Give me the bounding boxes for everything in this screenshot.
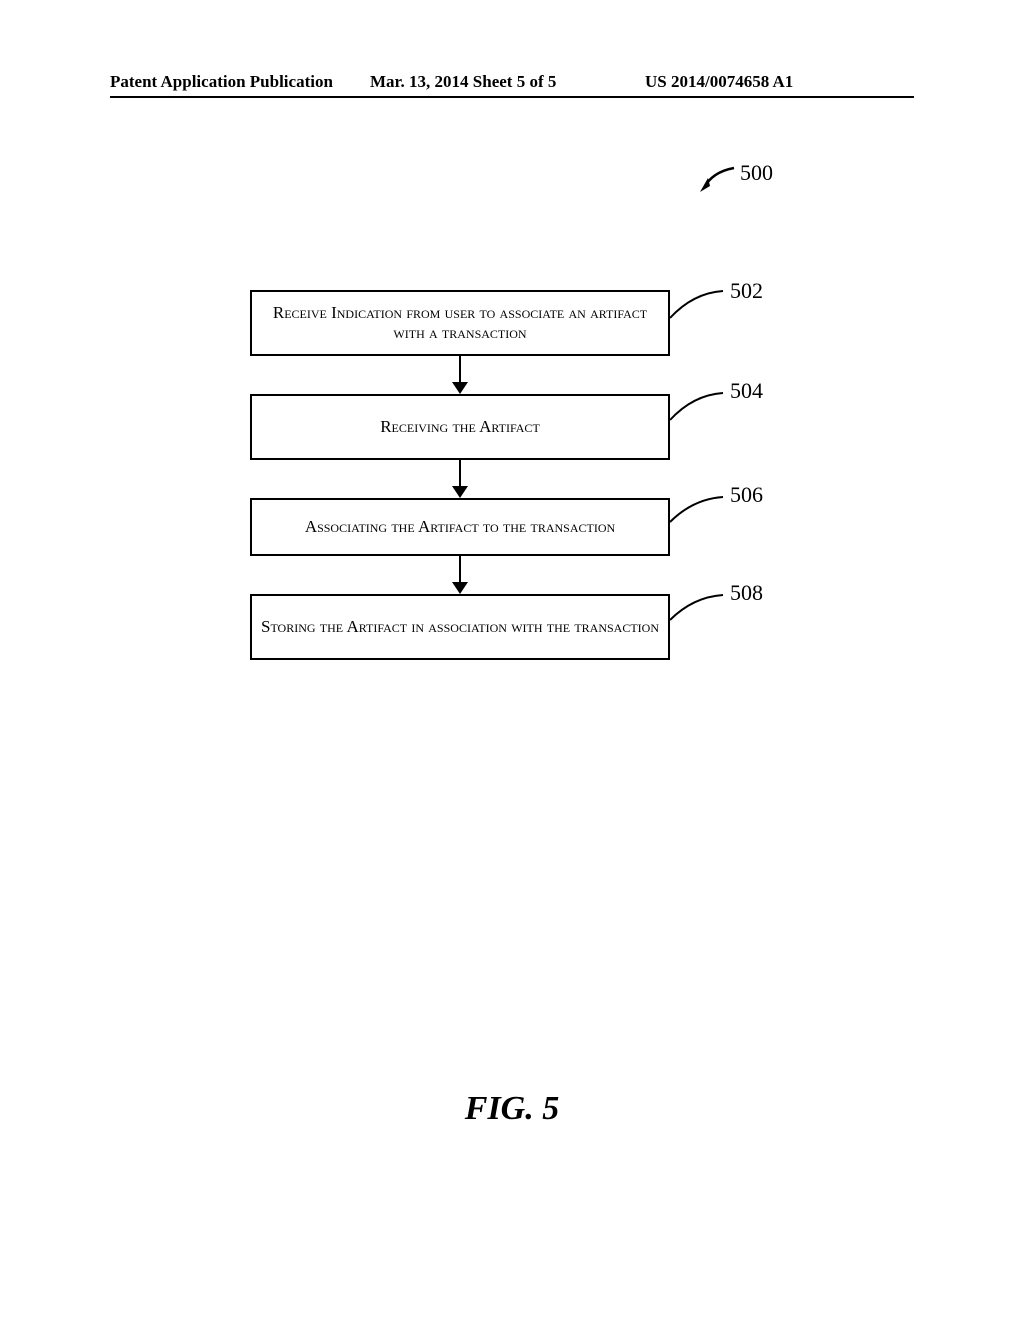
header-pubnum: US 2014/0074658 A1 [645,72,793,92]
arrowhead-icon [452,382,468,394]
ref-label-500: 500 [740,160,773,186]
step-text: Receiving the Artifact [380,417,540,437]
ref-label-506: 506 [730,482,763,508]
arrowhead-icon [452,582,468,594]
header-rule [110,96,914,98]
connector [459,556,461,584]
connector [459,460,461,488]
ref-label-502: 502 [730,278,763,304]
header-date-sheet: Mar. 13, 2014 Sheet 5 of 5 [370,72,556,92]
hook-arrow-icon [698,164,738,194]
ref-label-504: 504 [730,378,763,404]
ref-label-508: 508 [730,580,763,606]
step-text: Storing the Artifact in association with… [261,617,659,637]
step-box-508: Storing the Artifact in association with… [250,594,670,660]
figure-caption: FIG. 5 [0,1090,1024,1128]
step-box-502: Receive Indication from user to associat… [250,290,670,356]
step-text: Associating the Artifact to the transact… [305,517,615,537]
step-box-504: Receiving the Artifact [250,394,670,460]
figure-ref-500: 500 [700,160,780,200]
step-text: Receive Indication from user to associat… [260,303,660,343]
step-box-506: Associating the Artifact to the transact… [250,498,670,556]
header-publication: Patent Application Publication [110,72,333,92]
connector [459,356,461,384]
arrowhead-icon [452,486,468,498]
